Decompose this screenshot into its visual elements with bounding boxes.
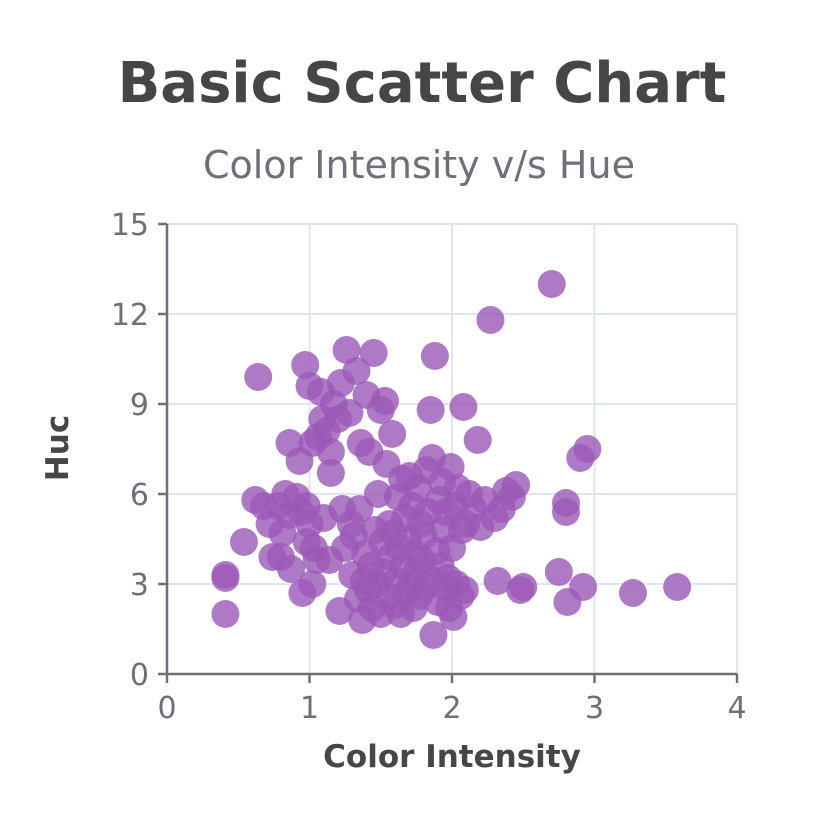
chart-subtitle: Color Intensity v/s Hue — [203, 143, 635, 187]
data-point[interactable] — [316, 459, 345, 487]
data-point[interactable] — [618, 579, 647, 607]
x-tick-label: 2 — [442, 691, 461, 726]
data-point[interactable] — [552, 498, 580, 526]
y-tick-label: 15 — [111, 208, 149, 243]
y-tick-label: 6 — [130, 478, 149, 513]
y-tick-label: 0 — [130, 658, 149, 693]
data-point[interactable] — [450, 576, 479, 604]
data-point[interactable] — [436, 453, 465, 481]
data-point[interactable] — [378, 420, 407, 448]
y-tick-label: 3 — [130, 568, 149, 603]
data-point[interactable] — [569, 573, 598, 601]
data-point[interactable] — [419, 621, 448, 649]
data-point[interactable] — [276, 555, 305, 583]
data-point[interactable] — [483, 567, 512, 595]
chart-title: Basic Scatter Chart — [118, 51, 727, 116]
y-axis-title: Huc — [40, 415, 76, 481]
data-point[interactable] — [244, 363, 273, 391]
data-point[interactable] — [211, 561, 240, 589]
data-point[interactable] — [537, 270, 566, 298]
data-point[interactable] — [449, 393, 478, 421]
data-point[interactable] — [573, 435, 602, 463]
y-tick-label: 12 — [111, 298, 149, 333]
data-point[interactable] — [663, 573, 692, 601]
x-tick-label: 1 — [300, 691, 319, 726]
data-point[interactable] — [416, 396, 445, 424]
data-point[interactable] — [544, 558, 573, 586]
data-point[interactable] — [298, 570, 327, 598]
data-point[interactable] — [229, 528, 258, 556]
data-point[interactable] — [476, 306, 505, 334]
data-point[interactable] — [359, 339, 388, 367]
axes — [158, 222, 739, 683]
data-point[interactable] — [211, 600, 240, 628]
data-point[interactable] — [332, 336, 361, 364]
data-point[interactable] — [463, 426, 492, 454]
data-point[interactable] — [371, 387, 400, 415]
data-point[interactable] — [316, 438, 345, 466]
y-tick-label: 9 — [130, 388, 149, 423]
data-point[interactable] — [509, 573, 538, 601]
data-point[interactable] — [335, 399, 364, 427]
data-points — [211, 270, 692, 649]
data-point[interactable] — [342, 357, 371, 385]
x-tick-label: 3 — [585, 691, 604, 726]
x-tick-label: 4 — [727, 691, 746, 726]
data-point[interactable] — [420, 342, 449, 370]
x-tick-label: 0 — [157, 691, 176, 726]
data-point[interactable] — [345, 495, 374, 523]
data-point[interactable] — [502, 471, 531, 499]
data-point[interactable] — [291, 351, 320, 379]
data-point[interactable] — [439, 603, 468, 631]
x-axis-title: Color Intensity — [323, 739, 581, 775]
